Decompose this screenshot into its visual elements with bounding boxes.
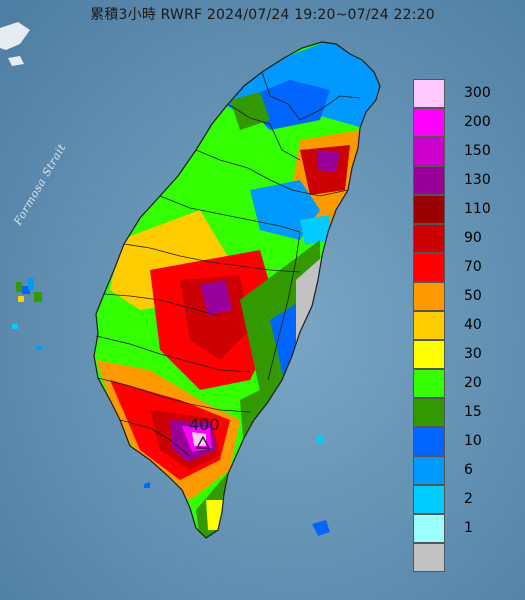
legend-label: 110 <box>464 201 491 217</box>
legend-swatch <box>413 253 445 282</box>
legend-label: 50 <box>464 288 482 304</box>
legend-label: 200 <box>464 114 491 130</box>
legend-label: 2 <box>464 491 473 507</box>
county-boundaries <box>95 71 361 457</box>
legend-label: 20 <box>464 375 482 391</box>
legend-label: 150 <box>464 143 491 159</box>
legend-label: 300 <box>464 85 491 101</box>
legend-swatch <box>413 311 445 340</box>
legend-swatch <box>413 79 445 108</box>
legend-label: 70 <box>464 259 482 275</box>
legend-label: 1 <box>464 520 473 536</box>
legend-swatch <box>413 514 445 543</box>
legend-swatch <box>413 398 445 427</box>
map-title: 累積3小時 RWRF 2024/07/24 19:20~07/24 22:20 <box>90 7 435 23</box>
offshore-islands-east <box>144 434 330 536</box>
mainland-coast-island <box>8 56 24 66</box>
legend-swatch <box>413 282 445 311</box>
taiwan-coastline <box>93 41 381 539</box>
legend-label: 15 <box>464 404 482 420</box>
peak-value-label: 400 <box>189 415 220 434</box>
legend-swatch <box>413 224 445 253</box>
penghu-islands <box>12 278 42 350</box>
legend-swatch <box>413 195 445 224</box>
triangle-marker-icon <box>196 436 210 449</box>
legend-swatch <box>413 543 445 572</box>
legend-label: 6 <box>464 462 473 478</box>
legend-swatch <box>413 369 445 398</box>
legend-label: 40 <box>464 317 482 333</box>
legend-swatch <box>413 166 445 195</box>
legend-swatch <box>413 108 445 137</box>
legend-swatch <box>413 137 445 166</box>
mainland-coast <box>0 22 30 50</box>
legend-swatch <box>413 340 445 369</box>
legend-swatch <box>413 485 445 514</box>
legend-label: 30 <box>464 346 482 362</box>
legend-swatch <box>413 427 445 456</box>
legend-swatch <box>413 456 445 485</box>
legend-label: 90 <box>464 230 482 246</box>
legend-label: 130 <box>464 172 491 188</box>
legend-label: 10 <box>464 433 482 449</box>
